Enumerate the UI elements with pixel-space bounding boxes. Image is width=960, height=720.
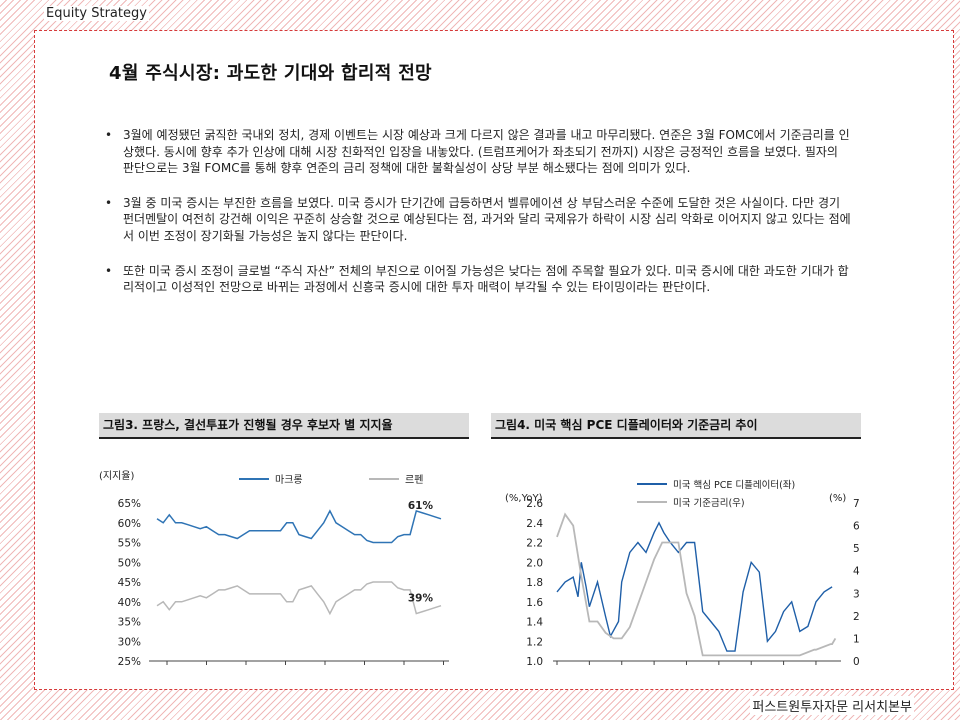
header-label: Equity Strategy bbox=[44, 6, 149, 21]
y-tick-label-right: 4 bbox=[853, 566, 860, 578]
y-tick-label-right: 6 bbox=[853, 521, 860, 533]
y-tick-label: 45% bbox=[118, 577, 141, 589]
y-tick-label: 55% bbox=[118, 538, 141, 550]
annotation-label: 39% bbox=[408, 593, 434, 605]
y-tick-label-left: 2.6 bbox=[526, 498, 543, 510]
y-tick-label-right: 0 bbox=[853, 656, 860, 665]
y-tick-label-left: 2.4 bbox=[526, 518, 543, 530]
france-poll-chart: 그림3. 프랑스, 결선투표가 진행될 경우 후보자 별 지지율 (지지율) 65… bbox=[99, 413, 469, 682]
y-axis-label: (지지율) bbox=[99, 470, 135, 482]
chart-title: 그림3. 프랑스, 결선투표가 진행될 경우 후보자 별 지지율 bbox=[99, 413, 469, 439]
legend-bg bbox=[631, 477, 811, 491]
content-panel: 4월 주식시장: 과도한 기대와 합리적 전망 • 3월에 예정됐던 굵직한 국내… bbox=[34, 30, 954, 690]
series-line bbox=[156, 581, 442, 616]
series-line bbox=[156, 509, 442, 544]
legend-label: 르펜 bbox=[405, 474, 423, 486]
y-tick-label-right: 7 bbox=[853, 498, 860, 510]
bullet-marker: • bbox=[105, 128, 113, 142]
chart-title: 그림4. 미국 핵심 PCE 디플레이터와 기준금리 추이 bbox=[491, 413, 861, 439]
y-tick-label: 50% bbox=[118, 557, 141, 569]
legend-label: 마크롱 bbox=[275, 474, 303, 486]
y-tick-label-left: 1.6 bbox=[526, 597, 543, 609]
annotation-label: 61% bbox=[408, 500, 434, 512]
y-tick-label: 40% bbox=[118, 597, 141, 609]
y-axis-label-left: (%,YoY) bbox=[505, 493, 543, 504]
y-tick-label: 65% bbox=[118, 498, 141, 510]
y-tick-label-right: 2 bbox=[853, 611, 860, 623]
legend-bg bbox=[631, 495, 811, 509]
footer-label: 퍼스트원투자자문 리서치본부 bbox=[750, 696, 914, 715]
france-poll-plot: (지지율)65%60%55%50%45%40%35%30%25%17.217.2… bbox=[99, 470, 455, 682]
bullet-item: • 또한 미국 증시 조정이 글로벌 “주식 자산” 전체의 부진으로 이어질 가… bbox=[101, 263, 851, 296]
page-title: 4월 주식시장: 과도한 기대와 합리적 전망 bbox=[109, 63, 432, 84]
bullet-item: • 3월 중 미국 증시는 부진한 흐름을 보였다. 미국 증시가 단기간에 급등… bbox=[101, 195, 851, 245]
y-tick-label: 25% bbox=[118, 656, 141, 665]
y-tick-label-left: 2.0 bbox=[526, 557, 543, 569]
y-tick-label-left: 2.2 bbox=[526, 538, 543, 550]
bullet-item: • 3월에 예정됐던 굵직한 국내외 정치, 경제 이벤트는 시장 예상과 크게 … bbox=[101, 127, 851, 177]
bullet-text: 3월에 예정됐던 굵직한 국내외 정치, 경제 이벤트는 시장 예상과 크게 다… bbox=[123, 128, 850, 176]
bullet-list: • 3월에 예정됐던 굵직한 국내외 정치, 경제 이벤트는 시장 예상과 크게 … bbox=[101, 127, 851, 314]
y-tick-label: 30% bbox=[118, 636, 141, 648]
legend-label: 미국 핵심 PCE 디플레이터(좌) bbox=[673, 479, 795, 491]
series-line bbox=[556, 512, 837, 657]
y-tick-label: 60% bbox=[118, 518, 141, 530]
pce-rate-chart: 그림4. 미국 핵심 PCE 디플레이터와 기준금리 추이 (%,YoY) (%)… bbox=[491, 413, 861, 682]
y-tick-label: 35% bbox=[118, 617, 141, 629]
legend-label: 미국 기준금리(우) bbox=[673, 498, 745, 509]
y-tick-label-right: 5 bbox=[853, 543, 860, 555]
y-tick-label-left: 1.4 bbox=[526, 617, 543, 629]
series-line bbox=[556, 521, 833, 652]
bullet-text: 또한 미국 증시 조정이 글로벌 “주식 자산” 전체의 부진으로 이어질 가능… bbox=[123, 263, 849, 295]
y-tick-label-left: 1.0 bbox=[526, 656, 543, 665]
bullet-marker: • bbox=[105, 195, 113, 210]
y-axis-label-right: (%) bbox=[829, 493, 846, 504]
y-tick-label-left: 1.2 bbox=[526, 636, 543, 648]
pce-rate-plot: (%,YoY) (%) 2.6 2.4 2.2 2.0 1.8 1.6 1.4 1.2 1.0 7 6 5… bbox=[505, 477, 860, 682]
y-tick-label-right: 1 bbox=[853, 633, 860, 645]
bullet-text: 3월 중 미국 증시는 부진한 흐름을 보였다. 미국 증시가 단기간에 급등하… bbox=[123, 195, 851, 243]
y-tick-label-left: 1.8 bbox=[526, 577, 543, 589]
bullet-marker: • bbox=[105, 263, 113, 278]
y-tick-label-right: 3 bbox=[853, 588, 860, 600]
